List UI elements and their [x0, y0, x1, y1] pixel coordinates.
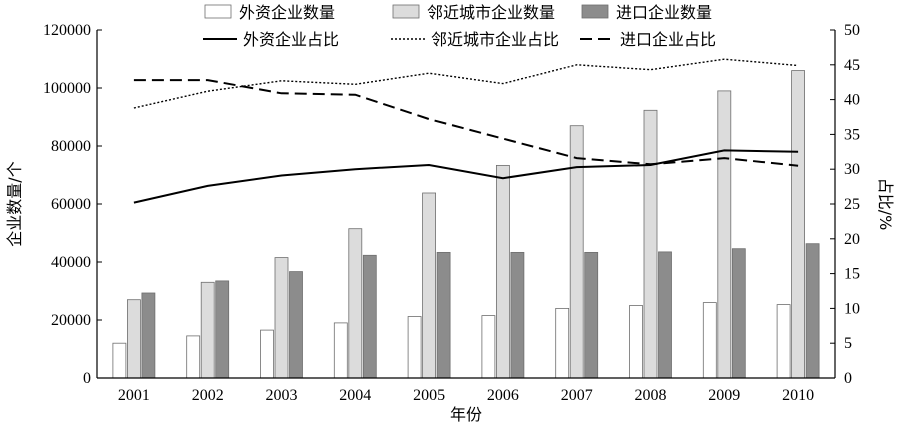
bar-s2-2002: [215, 280, 230, 379]
y-tick-label: 80000: [51, 138, 91, 155]
x-tick-label: 2002: [192, 387, 224, 404]
y2-tick-label: 0: [844, 370, 852, 387]
bar-s2-2007: [584, 251, 599, 379]
y-tick-label: 100000: [43, 80, 91, 97]
y-axis-label: 企业数量/个: [5, 161, 24, 246]
bars-layer: [112, 70, 820, 379]
bar-s2-2006: [510, 251, 525, 379]
axes-layer: 0 20000 40000 60000 80000 100000 120000 0 5 10 15 2…: [43, 22, 860, 404]
y2-axis-label: 占比/%: [876, 178, 895, 231]
x-tick-label: 2006: [487, 387, 519, 404]
legend-swatch-bar-0: [204, 4, 232, 19]
bar-s1-2003: [274, 257, 289, 379]
legend-label-bar-1: 邻近城市企业数量: [427, 3, 555, 22]
x-axis-label: 年份: [450, 405, 482, 424]
y2-tick-label: 10: [844, 300, 860, 317]
bar-s1-2001: [127, 299, 141, 379]
bar-s0-2004: [333, 322, 348, 379]
y-tick-label: 120000: [43, 22, 91, 39]
bar-s1-2007: [569, 125, 584, 379]
y-tick-label: 0: [83, 370, 91, 387]
x-tick-label: 2004: [339, 387, 371, 404]
y2-tick-label: 20: [844, 231, 860, 248]
legend-swatch-bar-1: [392, 4, 420, 19]
bar-s1-2008: [643, 109, 658, 379]
x-tick-label: 2005: [413, 387, 445, 404]
y-tick-label: 60000: [51, 196, 91, 213]
y2-tick-label: 15: [844, 266, 860, 283]
legend-swatch-bar-2: [581, 4, 609, 19]
bar-s2-2005: [436, 251, 451, 379]
bar-s2-2009: [731, 248, 746, 379]
y2-tick-label: 45: [844, 57, 860, 74]
legend-label-line-1: 邻近城市企业占比: [431, 30, 559, 49]
bar-s1-2009: [717, 90, 732, 379]
line-series-2: [133, 79, 799, 167]
bar-s0-2010: [776, 304, 791, 379]
x-tick-label: 2001: [118, 387, 150, 404]
legend-label-bar-0: 外资企业数量: [239, 3, 335, 22]
bar-s0-2007: [555, 307, 570, 379]
x-tick-label: 2003: [266, 387, 298, 404]
line-series-1: [133, 58, 799, 109]
lines-layer: [133, 58, 799, 204]
bar-s0-2003: [260, 329, 274, 379]
bar-s1-2010: [791, 70, 805, 379]
bar-s0-2006: [481, 315, 496, 379]
bar-s2-2003: [289, 271, 303, 379]
bar-s1-2004: [348, 228, 363, 379]
bar-s2-2004: [362, 254, 377, 379]
y2-tick-label: 35: [844, 126, 860, 143]
y-tick-label: 20000: [51, 312, 91, 329]
y2-tick-label: 50: [844, 22, 860, 39]
bar-s1-2006: [495, 164, 510, 379]
bar-s1-2002: [200, 281, 215, 379]
y2-tick-label: 5: [844, 335, 852, 352]
line-series-0: [133, 149, 799, 204]
legend-label-line-2: 进口企业占比: [620, 30, 716, 49]
legend-label-line-0: 外资企业占比: [243, 30, 339, 49]
y2-tick-label: 40: [844, 92, 860, 109]
x-tick-label: 2009: [708, 387, 740, 404]
bar-s2-2008: [658, 251, 672, 379]
x-tick-label: 2010: [782, 387, 814, 404]
bar-s0-2002: [186, 335, 201, 379]
y2-tick-label: 30: [844, 161, 860, 178]
y2-tick-label: 25: [844, 196, 860, 213]
x-tick-label: 2008: [635, 387, 667, 404]
bar-s2-2010: [805, 243, 820, 379]
bar-s0-2009: [702, 302, 717, 379]
x-tick-label: 2007: [561, 387, 593, 404]
legend-label-bar-2: 进口企业数量: [616, 3, 712, 22]
bar-s0-2001: [112, 342, 127, 379]
bar-s2-2001: [141, 292, 156, 379]
bar-s0-2005: [407, 316, 422, 379]
y-tick-label: 40000: [51, 254, 91, 271]
bar-s1-2005: [422, 192, 437, 379]
bar-s0-2008: [629, 305, 643, 379]
